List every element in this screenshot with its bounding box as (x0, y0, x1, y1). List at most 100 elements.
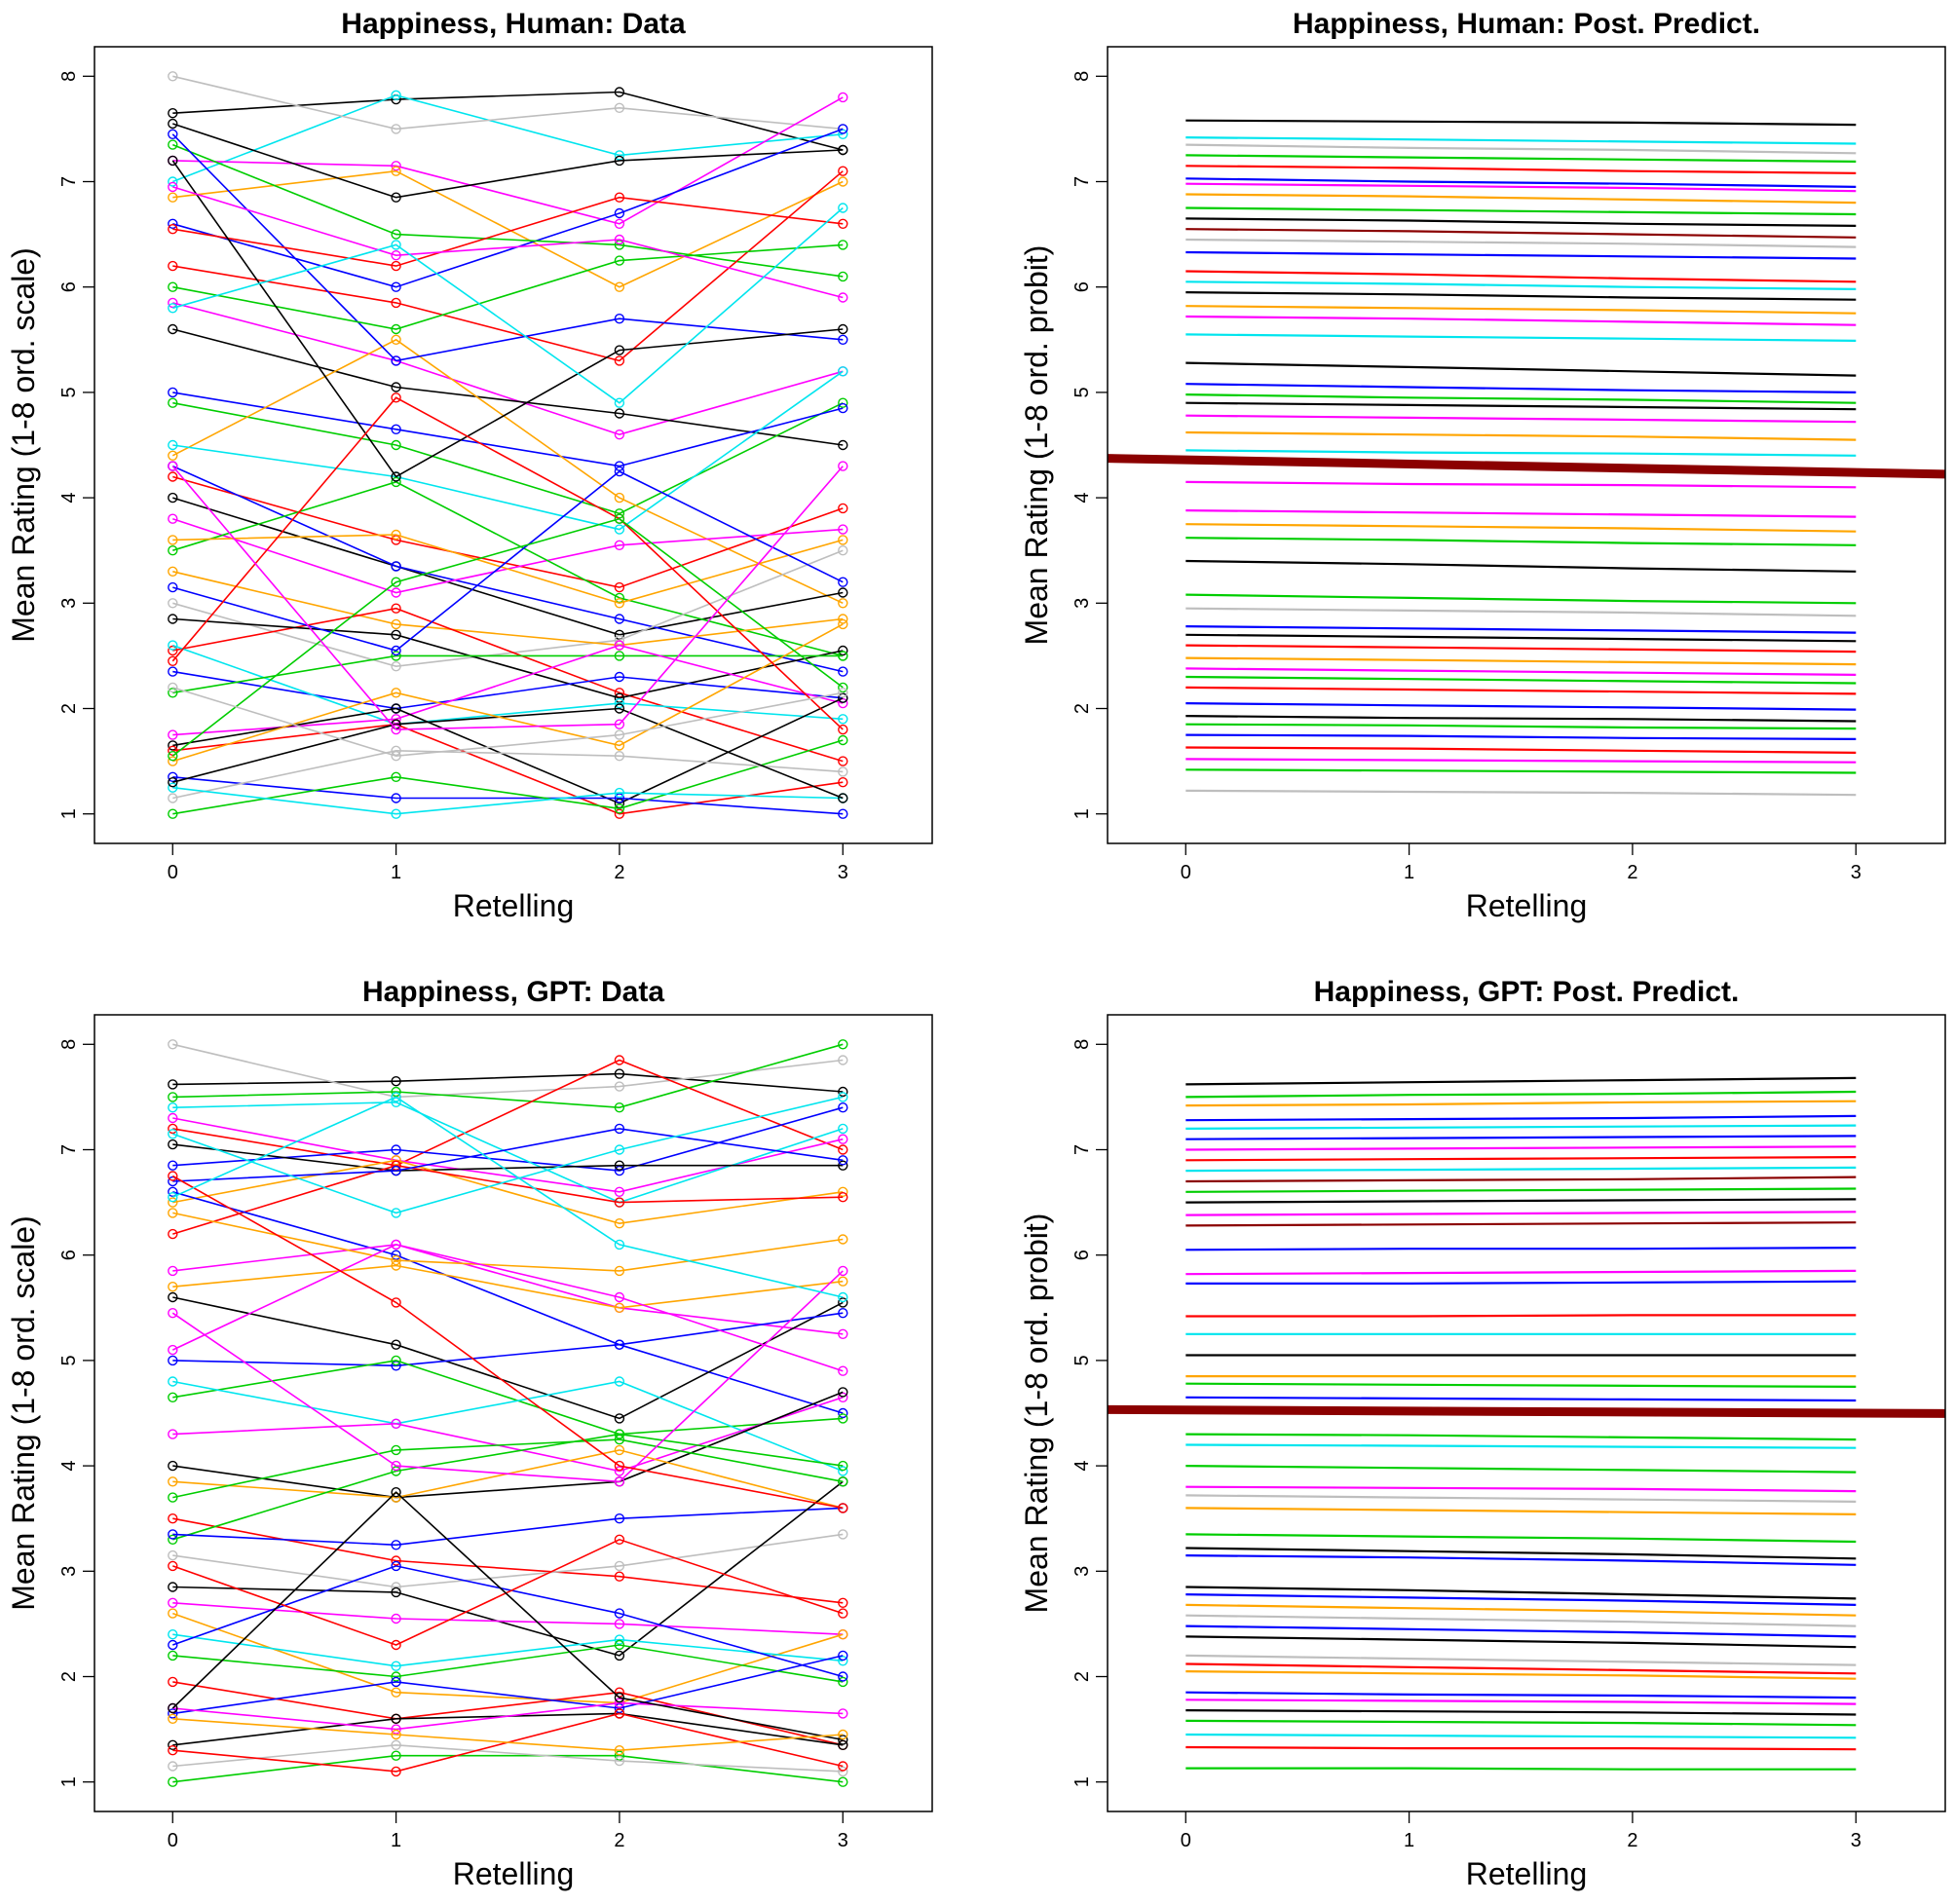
series-line-s19 (172, 1391, 844, 1499)
data-point-s34-2 (614, 1750, 625, 1761)
x-tick-label: 0 (1181, 862, 1191, 883)
data-point-s1-0 (168, 1079, 178, 1090)
x-tick-label: 1 (1404, 1830, 1414, 1851)
series-line-s14 (1185, 1221, 1857, 1227)
data-point-s2-3 (838, 129, 848, 140)
data-point-s7-1 (391, 281, 401, 292)
data-point-s15-2 (614, 1339, 625, 1350)
y-tick-label: 1 (1071, 808, 1093, 819)
plot-frame (1107, 1014, 1946, 1812)
data-point-s29-3 (838, 692, 848, 703)
data-point-s41-1 (391, 1444, 401, 1456)
series-line-s39 (1185, 1654, 1857, 1666)
data-point-s23-0 (168, 645, 178, 656)
series-line-s36 (172, 623, 844, 763)
data-point-s40-1 (391, 471, 401, 482)
data-point-s19-1 (391, 587, 401, 598)
series-line-s31 (1185, 1547, 1857, 1560)
data-point-s5-0 (168, 1160, 178, 1171)
data-point-s22-3 (838, 614, 848, 624)
series-line-s18 (1185, 1314, 1857, 1318)
data-point-s39-3 (838, 240, 848, 250)
series-line-s11 (1185, 1187, 1857, 1193)
data-point-s39-2 (614, 1265, 625, 1277)
data-point-s36-2 (614, 1708, 625, 1719)
series-line-s6 (172, 123, 844, 199)
series-line-s43 (1185, 723, 1857, 730)
data-point-s4-0 (168, 1123, 178, 1135)
data-point-s34-2 (614, 787, 625, 799)
data-point-s14-2 (614, 492, 625, 504)
series-line-s8 (172, 1143, 844, 1172)
data-point-s17-0 (168, 1376, 178, 1387)
data-point-s4-2 (614, 1055, 625, 1065)
series-line-s38 (1185, 667, 1857, 676)
data-point-s5-3 (838, 1101, 848, 1113)
series-line-s43 (1185, 1699, 1857, 1705)
series-line-s4 (1185, 154, 1857, 163)
data-point-s24-0 (168, 614, 178, 624)
data-point-s43-2 (614, 598, 625, 609)
data-point-s29-0 (168, 1650, 178, 1661)
data-point-s22-3 (838, 1460, 848, 1472)
data-point-s28-3 (838, 1656, 848, 1666)
data-point-s42-1 (391, 1560, 401, 1572)
series-line-s10 (172, 1164, 844, 1235)
series-line-s11 (172, 1191, 844, 1414)
data-point-s27-3 (838, 1628, 848, 1640)
data-point-s46-0 (168, 1307, 178, 1319)
series-line-s13 (1185, 1211, 1857, 1216)
series-line-s23 (172, 1507, 844, 1547)
data-point-s17-3 (838, 1466, 848, 1476)
data-point-s29-2 (614, 798, 625, 809)
x-tick-label: 1 (1404, 862, 1414, 883)
data-point-s42-3 (838, 203, 848, 213)
data-point-s19-3 (838, 524, 848, 535)
data-point-s20-0 (168, 545, 178, 556)
data-point-s37-3 (838, 1155, 848, 1166)
series-line-s28 (1185, 509, 1857, 518)
data-point-s31-2 (614, 793, 625, 803)
series-line-s43 (172, 534, 844, 605)
series-line-s37 (172, 1128, 844, 1182)
data-point-s18-3 (838, 666, 848, 677)
data-point-s6-1 (391, 192, 401, 203)
data-point-s1-2 (614, 1068, 625, 1079)
data-point-s15-0 (168, 1355, 178, 1366)
data-point-s15-3 (838, 1307, 848, 1319)
data-point-s47-1 (391, 1297, 401, 1308)
series-line-s31 (172, 1655, 844, 1715)
series-line-s15 (1185, 280, 1857, 290)
series-line-s35 (172, 707, 844, 800)
data-point-s48-1 (391, 1092, 401, 1102)
data-point-s30-0 (168, 1676, 178, 1688)
data-point-s13-0 (168, 1291, 178, 1303)
data-point-s17-2 (614, 1376, 625, 1387)
data-point-s27-3 (838, 651, 848, 661)
data-point-s17-0 (168, 492, 178, 504)
data-point-s35-0 (168, 1761, 178, 1772)
data-point-s43-0 (168, 535, 178, 545)
y-tick-label: 2 (58, 1671, 80, 1682)
data-point-s48-2 (614, 1239, 625, 1251)
data-point-s38-3 (838, 218, 848, 230)
data-point-s37-1 (391, 355, 401, 366)
series-line-s18 (1185, 315, 1857, 326)
data-point-s23-1 (391, 603, 401, 614)
x-tick-label: 2 (614, 862, 624, 883)
data-point-s14-2 (614, 1302, 625, 1314)
data-point-s40-3 (838, 1365, 848, 1376)
data-point-s21-1 (391, 1555, 401, 1566)
series-line-s42 (1185, 715, 1857, 723)
data-point-s8-2 (614, 240, 625, 250)
data-point-s3-3 (838, 1039, 848, 1050)
data-point-s44-0 (168, 1702, 178, 1714)
data-point-s25-0 (168, 1582, 178, 1592)
data-point-s38-2 (614, 192, 625, 203)
data-point-s17-3 (838, 587, 848, 598)
series-line-s47 (172, 687, 844, 758)
data-point-s41-2 (614, 234, 625, 245)
series-line-s48 (171, 466, 844, 730)
data-point-s47-2 (614, 1460, 625, 1472)
data-point-s26-2 (614, 1619, 625, 1629)
